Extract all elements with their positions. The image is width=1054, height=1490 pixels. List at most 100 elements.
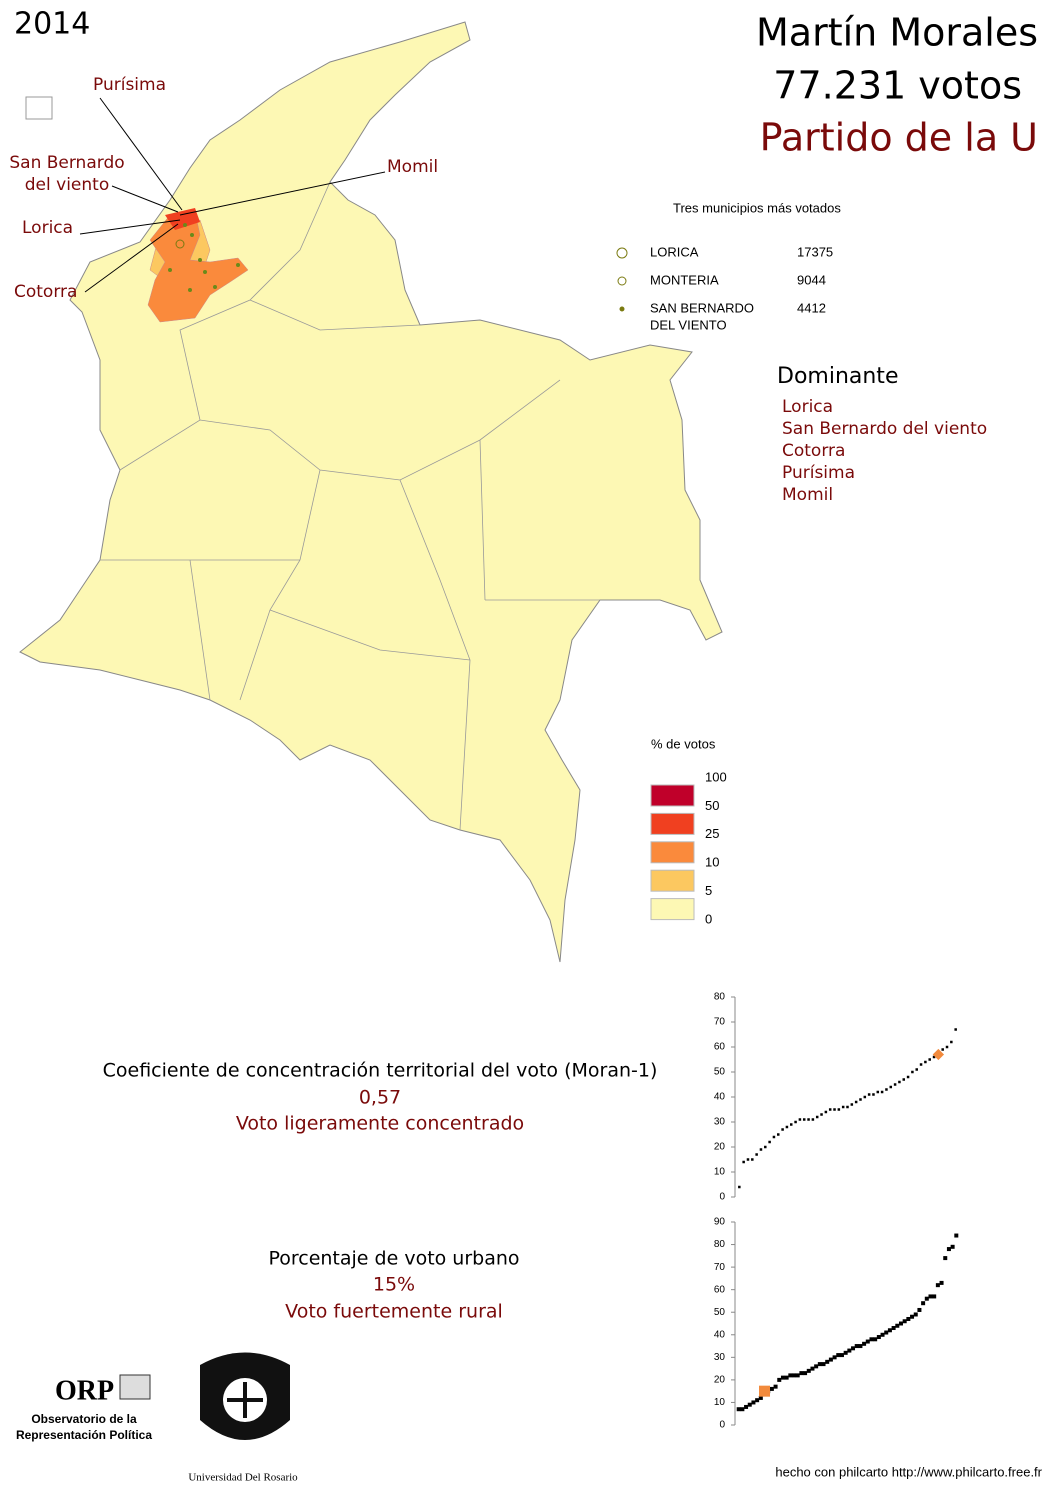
map-label: Momil: [387, 157, 438, 177]
point: [889, 1085, 893, 1089]
y-tick-label: 50: [714, 1307, 726, 1318]
legend-break: 100: [705, 769, 727, 784]
legend-break: 25: [705, 826, 719, 841]
point: [790, 1123, 793, 1126]
y-tick-label: 0: [719, 1192, 725, 1203]
point: [850, 1103, 854, 1106]
dominante-item: San Bernardo del viento: [782, 419, 987, 439]
inset-box: [25, 96, 53, 120]
point: [895, 1323, 900, 1328]
point: [943, 1256, 948, 1261]
dominante-item: Momil: [782, 485, 833, 505]
point: [777, 1377, 782, 1382]
cordoba-high: [165, 208, 200, 230]
dominante-item: Lorica: [782, 397, 833, 417]
candidate-party: Partido de la U: [760, 116, 1038, 160]
y-tick-label: 80: [714, 992, 726, 1003]
point: [738, 1185, 741, 1189]
point: [784, 1375, 789, 1380]
top-symbol: [616, 247, 628, 259]
point: [746, 1158, 750, 1161]
map-label: Purísima: [93, 75, 166, 95]
y-tick-label: 60: [714, 1284, 726, 1295]
point: [769, 1386, 774, 1391]
point: [902, 1078, 905, 1081]
y-tick-label: 80: [714, 1239, 726, 1250]
rosario-crest: [227, 1382, 263, 1418]
point: [825, 1359, 830, 1364]
top-municipios: Tres municipios más votados LORICA 17375 M…: [616, 200, 841, 332]
logos: ORP Observatorio de la Representación Po…: [16, 1352, 298, 1484]
point: [810, 1366, 815, 1371]
orp-logo: ORP: [55, 1375, 114, 1406]
point: [828, 1108, 832, 1111]
legend-break: 10: [705, 855, 719, 870]
dominante-title: Dominante: [777, 364, 898, 389]
point: [885, 1088, 888, 1091]
legend-break: 50: [705, 798, 719, 813]
point: [858, 1344, 863, 1349]
top-name: LORICA: [650, 244, 699, 259]
urban-label: Porcentaje de voto urbano: [268, 1248, 519, 1270]
point: [917, 1307, 922, 1312]
point: [862, 1341, 867, 1346]
point: [935, 1283, 940, 1288]
point: [828, 1357, 833, 1362]
point: [744, 1404, 749, 1409]
city-lorica: [175, 239, 185, 249]
point: [839, 1353, 844, 1358]
y-tick-label: 30: [714, 1117, 726, 1128]
point: [854, 1100, 858, 1104]
top-name: MONTERIA: [650, 272, 719, 287]
city-dots: [168, 223, 240, 292]
point: [906, 1075, 910, 1079]
point: [781, 1128, 784, 1131]
point: [950, 1040, 953, 1044]
point: [945, 1045, 949, 1049]
point: [939, 1280, 944, 1285]
point: [747, 1402, 752, 1407]
legend-swatch: [650, 812, 695, 835]
dominante-item: Cotorra: [782, 441, 845, 461]
point: [854, 1344, 859, 1349]
point: [788, 1373, 793, 1378]
point: [913, 1312, 918, 1317]
point: [841, 1105, 845, 1109]
y-tick-label: 60: [714, 1042, 726, 1053]
point: [859, 1098, 862, 1101]
point: [880, 1090, 884, 1094]
dominante-item: Purísima: [782, 463, 855, 483]
y-tick-label: 10: [714, 1167, 726, 1178]
top-votes: 4412: [797, 300, 826, 315]
point: [941, 1048, 944, 1051]
point: [759, 1385, 771, 1397]
top-symbol: [619, 306, 625, 312]
point: [740, 1407, 745, 1412]
point: [910, 1314, 915, 1319]
legend-title: % de votos: [651, 736, 716, 751]
point: [742, 1160, 745, 1164]
point: [876, 1090, 880, 1094]
point: [928, 1058, 931, 1061]
point: [902, 1319, 907, 1324]
urban-value: 15%: [373, 1274, 415, 1296]
point: [847, 1348, 852, 1353]
point: [872, 1093, 875, 1096]
top-votes: 17375: [797, 244, 833, 259]
point: [851, 1346, 856, 1351]
orp-text: Observatorio de la: [31, 1412, 137, 1426]
legend-swatch: [650, 869, 695, 892]
charts: 0 10 20 30 40 50 60 70 80 0 10 20 30 40 50 60 70 80 90: [714, 992, 959, 1431]
point: [924, 1060, 927, 1064]
point: [785, 1125, 789, 1129]
map-label: San Bernardo del viento: [9, 153, 124, 195]
y-tick-label: 50: [714, 1067, 726, 1078]
point: [919, 1063, 923, 1066]
point: [932, 1055, 936, 1059]
y-tick-label: 40: [714, 1329, 726, 1340]
point: [768, 1140, 771, 1144]
point: [772, 1135, 776, 1139]
